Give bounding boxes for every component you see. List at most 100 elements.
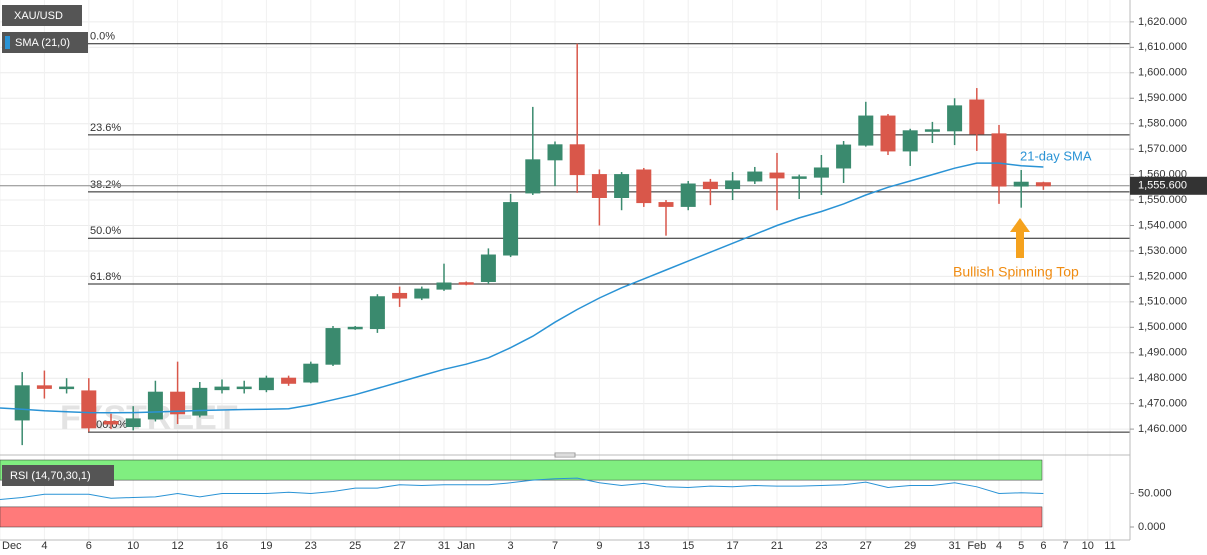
sma-box	[2, 32, 88, 53]
candle-body	[170, 391, 186, 415]
candle-body	[614, 174, 630, 198]
candle-body	[192, 387, 208, 416]
x-tick-label: 11	[1104, 540, 1115, 552]
x-tick-label: 6	[1040, 540, 1046, 552]
sma-annotation: 21-day SMA	[1020, 148, 1092, 163]
candle-body	[236, 386, 252, 390]
candle-body	[436, 282, 452, 290]
x-tick-label: 23	[815, 540, 827, 552]
candle-body	[791, 176, 807, 179]
x-tick-label: 27	[860, 540, 872, 552]
x-tick-label: 13	[638, 540, 650, 552]
candle-body	[836, 144, 852, 169]
y-tick-label: 1,510.000	[1138, 296, 1187, 308]
price-box	[1130, 176, 1207, 195]
candle-body	[125, 418, 141, 428]
x-tick-label: 4	[996, 540, 1002, 552]
x-tick-label: 4	[41, 540, 47, 552]
candle-body	[36, 385, 52, 389]
x-tick-label: 7	[1063, 540, 1069, 552]
candle-body	[747, 171, 763, 182]
x-tick-label: 6	[86, 540, 92, 552]
candle-body	[81, 390, 97, 429]
y-tick-label: 1,540.000	[1138, 219, 1187, 231]
candle-body	[702, 181, 718, 190]
y-tick-label: 1,460.000	[1138, 423, 1187, 435]
candle-body	[14, 385, 30, 421]
fib-label: 0.0%	[90, 31, 115, 43]
sma-swatch	[5, 36, 10, 49]
candle-body	[547, 144, 563, 161]
x-tick-label: 10	[1082, 540, 1094, 552]
pattern-annotation: Bullish Spinning Top	[953, 264, 1079, 280]
y-tick-label: 1,570.000	[1138, 143, 1187, 155]
candle-body	[103, 420, 119, 425]
x-tick-label: 17	[726, 540, 738, 552]
candle-body	[680, 183, 696, 207]
candle-body	[458, 282, 474, 285]
y-tick-label: 1,600.000	[1138, 67, 1187, 79]
x-tick-label: 29	[904, 540, 916, 552]
candle-body	[525, 159, 541, 194]
candle-body	[392, 292, 408, 299]
candle-body	[503, 202, 519, 256]
x-tick-label: 10	[127, 540, 139, 552]
fib-label: 50.0%	[90, 225, 121, 237]
x-tick-label: 25	[349, 540, 361, 552]
current-price-label: 1,555.600	[1138, 180, 1187, 192]
x-tick-label: 27	[393, 540, 405, 552]
candle-body	[1013, 181, 1029, 187]
candle-body	[591, 174, 607, 198]
x-tick-label: 31	[948, 540, 960, 552]
y-tick-label: 1,470.000	[1138, 398, 1187, 410]
rsi-box	[2, 465, 114, 486]
fib-label: 61.8%	[90, 271, 121, 283]
rsi-band	[0, 459, 1043, 481]
x-tick-label: Dec	[2, 540, 22, 552]
y-tick-label: 1,490.000	[1138, 347, 1187, 359]
x-tick-label: 12	[171, 540, 183, 552]
x-tick-label: Feb	[967, 540, 986, 552]
rsi-line	[0, 477, 1044, 500]
x-tick-label: 7	[552, 540, 558, 552]
candle-body	[59, 386, 75, 390]
symbol: XAU/USD	[14, 10, 63, 22]
candle-body	[969, 99, 985, 135]
rsi-tick-label: 0.000	[1138, 521, 1166, 533]
fib-label: 38.2%	[90, 179, 121, 191]
grid	[0, 0, 1130, 540]
candle-body	[303, 363, 319, 383]
candle-body	[480, 254, 496, 282]
y-tick-label: 1,480.000	[1138, 372, 1187, 384]
candle-body	[214, 386, 230, 391]
candle-body	[924, 129, 940, 132]
x-tick-label: 9	[596, 540, 602, 552]
x-tick-label: 5	[1018, 540, 1024, 552]
candle-body	[281, 377, 297, 384]
candle-body	[902, 130, 918, 152]
y-tick-label: 1,520.000	[1138, 270, 1187, 282]
pane-handle	[554, 452, 576, 458]
candle-body	[769, 172, 785, 179]
candle-body	[813, 167, 829, 178]
candle-body	[725, 180, 741, 190]
candle-body	[569, 144, 585, 176]
candle-body	[414, 288, 430, 299]
y-tick-label: 1,550.000	[1138, 194, 1187, 206]
fib-label: 23.6%	[90, 122, 121, 134]
rsi-pane	[0, 459, 1044, 528]
y-tick-label: 1,500.000	[1138, 321, 1187, 333]
y-tick-label: 1,580.000	[1138, 118, 1187, 130]
rsi-band	[0, 506, 1043, 528]
x-tick-label: 16	[216, 540, 228, 552]
candle-body	[947, 105, 963, 132]
candle-body	[1035, 182, 1051, 187]
y-tick-label: 1,530.000	[1138, 245, 1187, 257]
rsi-tick-label: 50.000	[1138, 487, 1172, 499]
x-tick-label: 3	[508, 540, 514, 552]
candle-body	[658, 202, 674, 207]
arrow	[1010, 218, 1030, 258]
price-pane: 0.0%23.6%38.2%50.0%61.8%100.0%	[0, 31, 1130, 446]
